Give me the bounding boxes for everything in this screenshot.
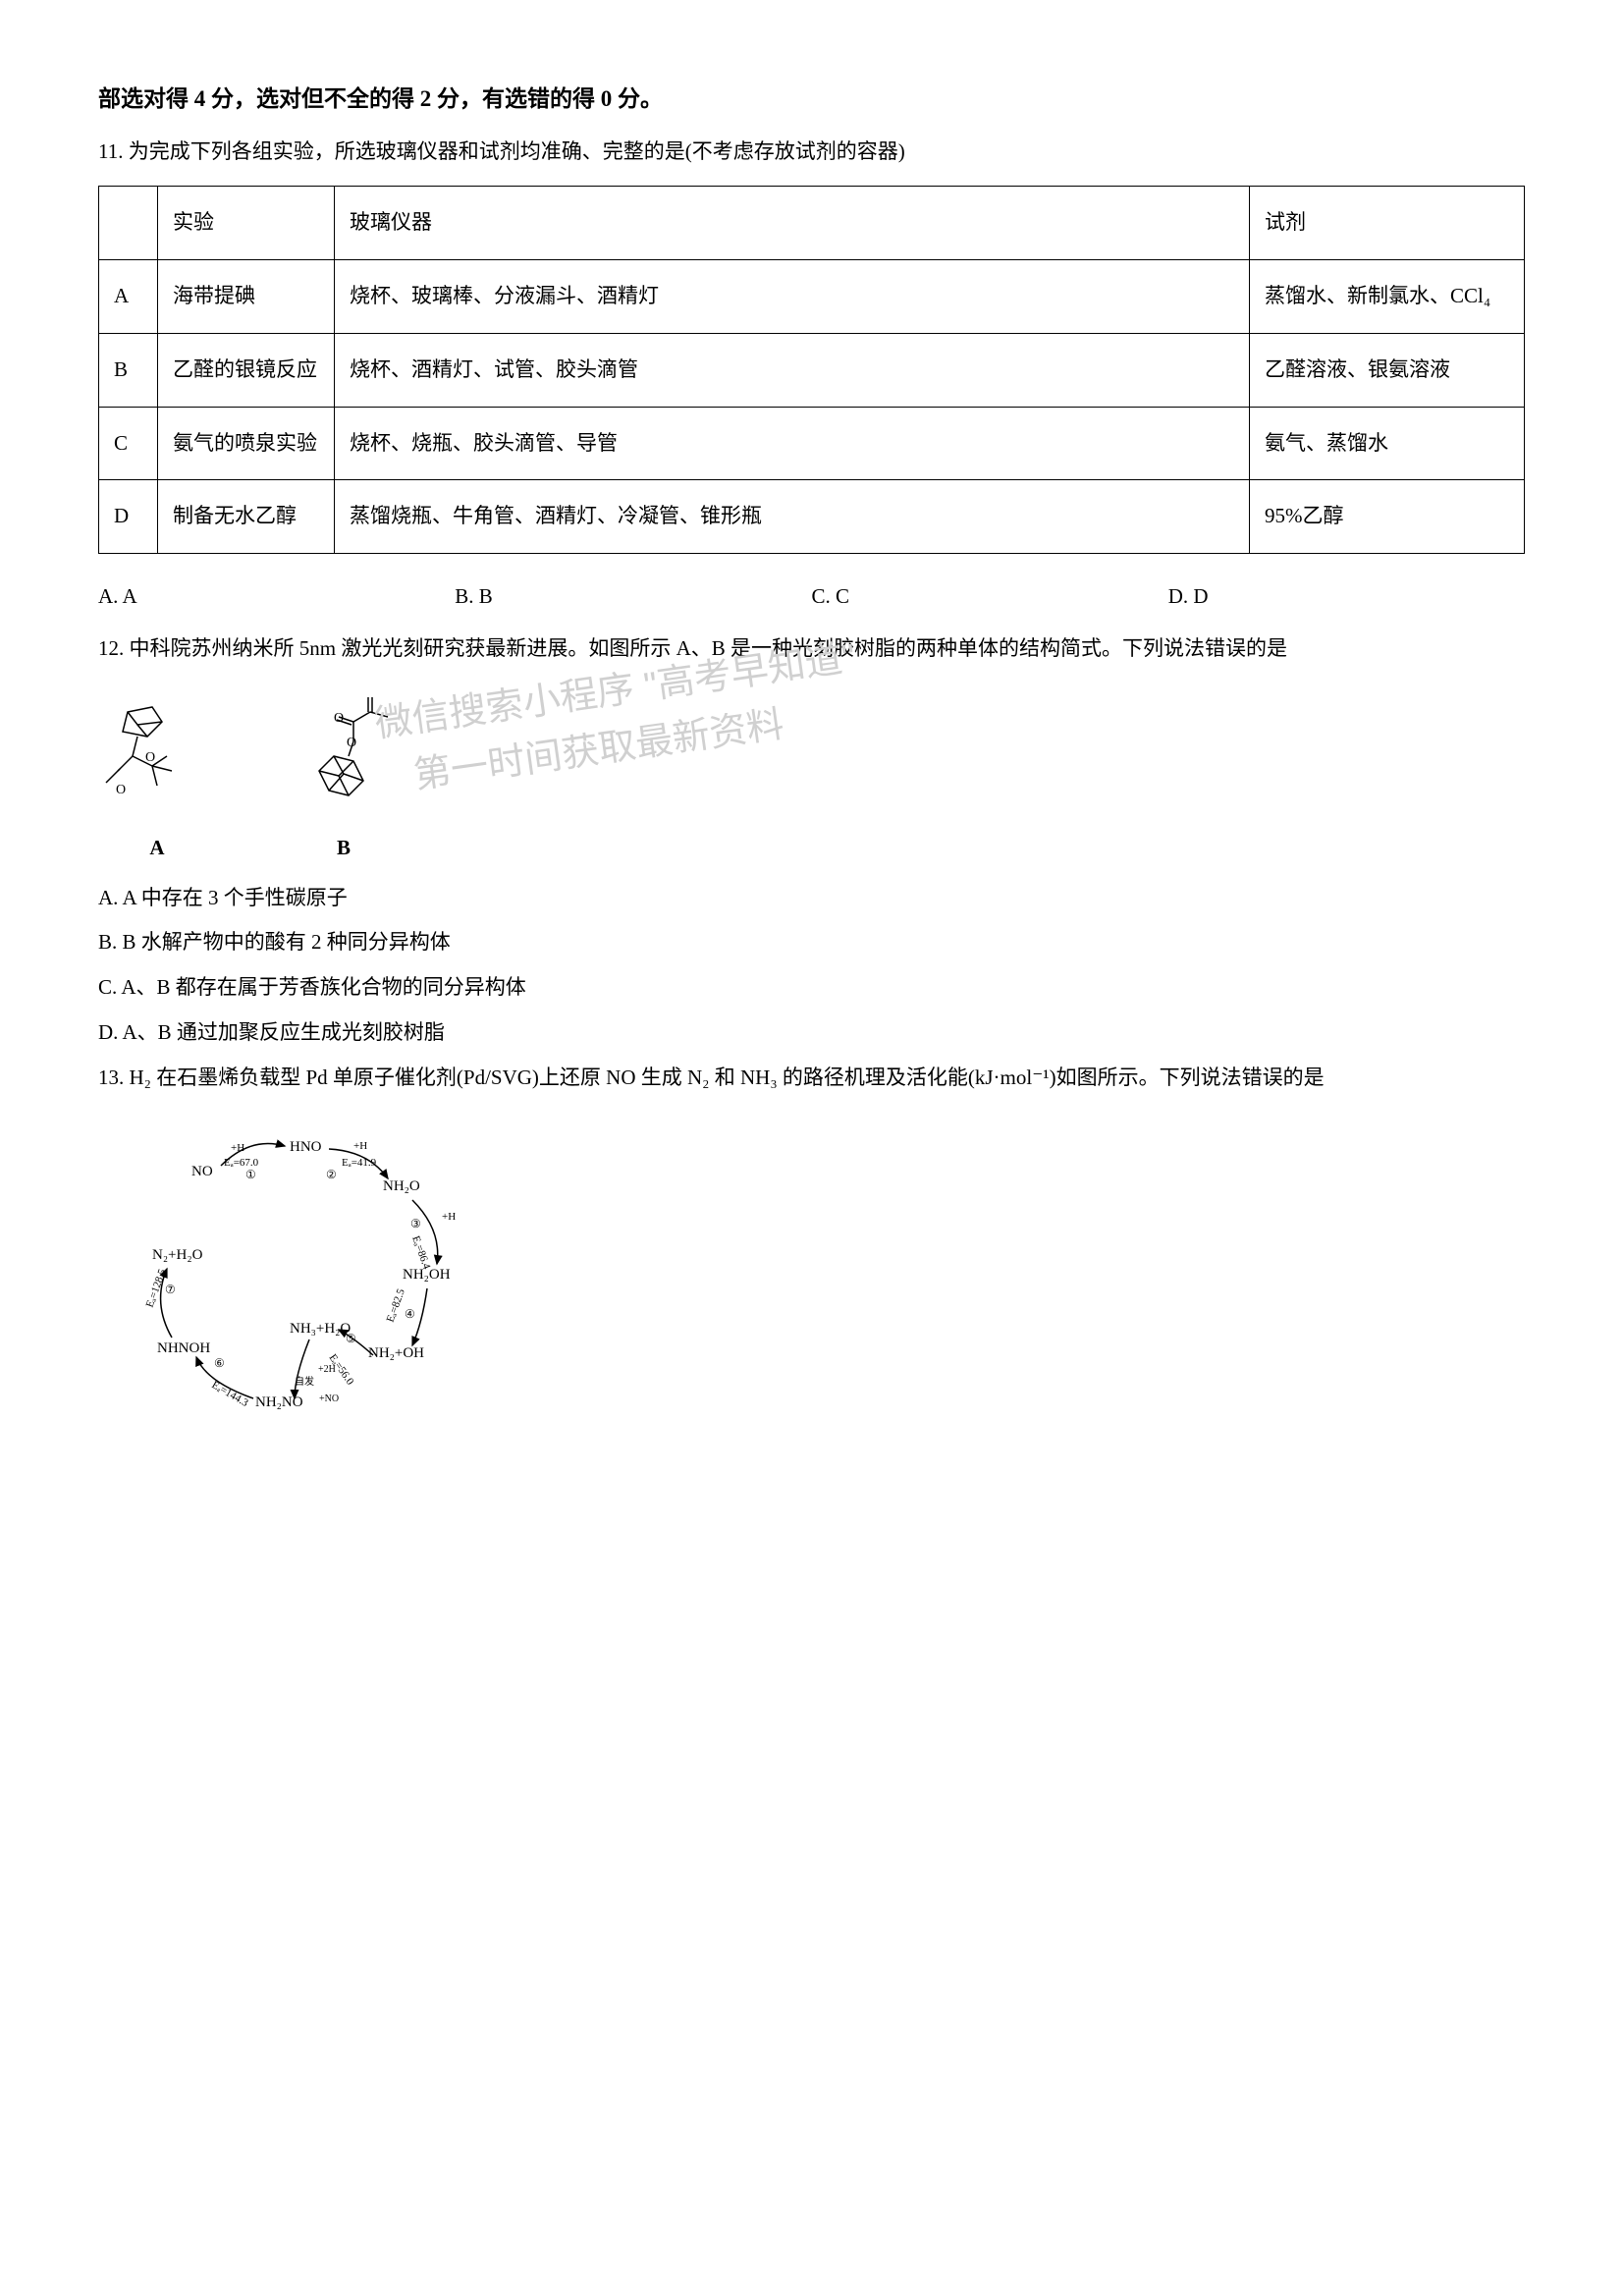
q12-option-d: D. A、B 通过加聚反应生成光刻胶树脂 [98, 1014, 1525, 1052]
node-no: NO [191, 1164, 213, 1179]
svg-text:+H: +H [353, 1140, 367, 1152]
option-c: C. C [812, 578, 1168, 616]
node-hno: HNO [290, 1139, 322, 1155]
svg-text:O: O [145, 750, 155, 765]
molecule-b: O O B [275, 687, 412, 867]
mol-a-label: A [98, 830, 216, 867]
cell: 烧杯、酒精灯、试管、胶头滴管 [335, 333, 1250, 407]
cell: 乙醛溶液、银氨溶液 [1250, 333, 1525, 407]
svg-text:③: ③ [410, 1217, 421, 1230]
svg-text:②: ② [326, 1168, 337, 1181]
q12-structures: O O A O O B [98, 687, 412, 867]
cell: C [99, 407, 158, 480]
svg-text:①: ① [245, 1168, 256, 1181]
svg-text:Eₐ=144.3: Eₐ=144.3 [210, 1379, 251, 1409]
svg-text:④: ④ [405, 1307, 415, 1321]
q12-option-a: A. A 中存在 3 个手性碳原子 [98, 880, 1525, 917]
cell: 海带提碘 [158, 259, 335, 333]
th-experiment: 实验 [158, 187, 335, 260]
table-row: C 氨气的喷泉实验 烧杯、烧瓶、胶头滴管、导管 氨气、蒸馏水 [99, 407, 1525, 480]
cell: B [99, 333, 158, 407]
table-row: A 海带提碘 烧杯、玻璃棒、分液漏斗、酒精灯 蒸馏水、新制氯水、CCl₄ [99, 259, 1525, 333]
cell: 氨气、蒸馏水 [1250, 407, 1525, 480]
option-d: D. D [1168, 578, 1525, 616]
svg-text:Eₐ=41.9: Eₐ=41.9 [342, 1157, 377, 1169]
cell: A [99, 259, 158, 333]
molecule-b-svg: O O [275, 687, 412, 825]
th-empty [99, 187, 158, 260]
cell: 烧杯、烧瓶、胶头滴管、导管 [335, 407, 1250, 480]
watermark-line2: 第一时间获取最新资料 [409, 691, 788, 810]
section-header: 部选对得 4 分，选对但不全的得 2 分，有选错的得 0 分。 [98, 79, 1525, 119]
cell: 氨气的喷泉实验 [158, 407, 335, 480]
q12-option-b: B. B 水解产物中的酸有 2 种同分异构体 [98, 924, 1525, 961]
q11-options: A. A B. B C. C D. D [98, 578, 1525, 616]
svg-text:O: O [334, 711, 344, 726]
th-glassware: 玻璃仪器 [335, 187, 1250, 260]
node-nh2oh: NH₂OH [403, 1267, 451, 1283]
molecule-a: O O A [98, 697, 216, 867]
svg-text:O: O [347, 736, 356, 750]
node-nhnoh: NHNOH [157, 1340, 210, 1356]
svg-text:+H: +H [231, 1142, 244, 1154]
table-row: B 乙醛的银镜反应 烧杯、酒精灯、试管、胶头滴管 乙醛溶液、银氨溶液 [99, 333, 1525, 407]
q13-prompt: 13. H₂ 在石墨烯负载型 Pd 单原子催化剂(Pd/SVG)上还原 NO 生… [98, 1060, 1525, 1097]
cell: 烧杯、玻璃棒、分液漏斗、酒精灯 [335, 259, 1250, 333]
mechanism-svg: NO HNO NH₂O NH₂OH NH₂+OH NH₃+H₂O NHNOH N… [98, 1112, 491, 1426]
table-row: D 制备无水乙醇 蒸馏烧瓶、牛角管、酒精灯、冷凝管、锥形瓶 95%乙醇 [99, 480, 1525, 554]
cell: 制备无水乙醇 [158, 480, 335, 554]
svg-text:+NO: +NO [319, 1394, 339, 1404]
svg-text:⑥: ⑥ [214, 1356, 225, 1370]
molecule-a-svg: O O [98, 697, 216, 825]
cell: 95%乙醇 [1250, 480, 1525, 554]
node-n2h2o: N₂+H₂O [152, 1247, 203, 1263]
option-b: B. B [455, 578, 811, 616]
svg-text:O: O [116, 783, 126, 797]
svg-text:+H: +H [442, 1211, 456, 1223]
option-a: A. A [98, 578, 455, 616]
cell: 蒸馏烧瓶、牛角管、酒精灯、冷凝管、锥形瓶 [335, 480, 1250, 554]
svg-text:⑦: ⑦ [165, 1283, 176, 1296]
q12-prompt: 12. 中科院苏州纳米所 5nm 激光光刻研究获最新进展。如图所示 A、B 是一… [98, 630, 1525, 668]
q11-prompt: 11. 为完成下列各组实验，所选玻璃仪器和试剂均准确、完整的是(不考虑存放试剂的… [98, 134, 1525, 171]
q12-option-c: C. A、B 都存在属于芳香族化合物的同分异构体 [98, 969, 1525, 1007]
th-reagent: 试剂 [1250, 187, 1525, 260]
svg-text:⑤: ⑤ [346, 1332, 356, 1345]
cell: D [99, 480, 158, 554]
node-nh3h2o: NH₃+H₂O [290, 1321, 351, 1337]
svg-text:自发: 自发 [295, 1375, 314, 1388]
svg-text:Eₐ=86.4: Eₐ=86.4 [409, 1233, 432, 1271]
node-nh2oh2: NH₂+OH [368, 1345, 424, 1361]
svg-text:+2H: +2H [318, 1364, 336, 1375]
mol-b-label: B [275, 830, 412, 867]
node-nh2no: NH₂NO [255, 1394, 303, 1410]
node-nh2o: NH₂O [383, 1178, 420, 1194]
cell: 乙醛的银镜反应 [158, 333, 335, 407]
table-header-row: 实验 玻璃仪器 试剂 [99, 187, 1525, 260]
cell: 蒸馏水、新制氯水、CCl₄ [1250, 259, 1525, 333]
q11-table: 实验 玻璃仪器 试剂 A 海带提碘 烧杯、玻璃棒、分液漏斗、酒精灯 蒸馏水、新制… [98, 186, 1525, 554]
q13-mechanism-diagram: NO HNO NH₂O NH₂OH NH₂+OH NH₃+H₂O NHNOH N… [98, 1112, 1525, 1439]
